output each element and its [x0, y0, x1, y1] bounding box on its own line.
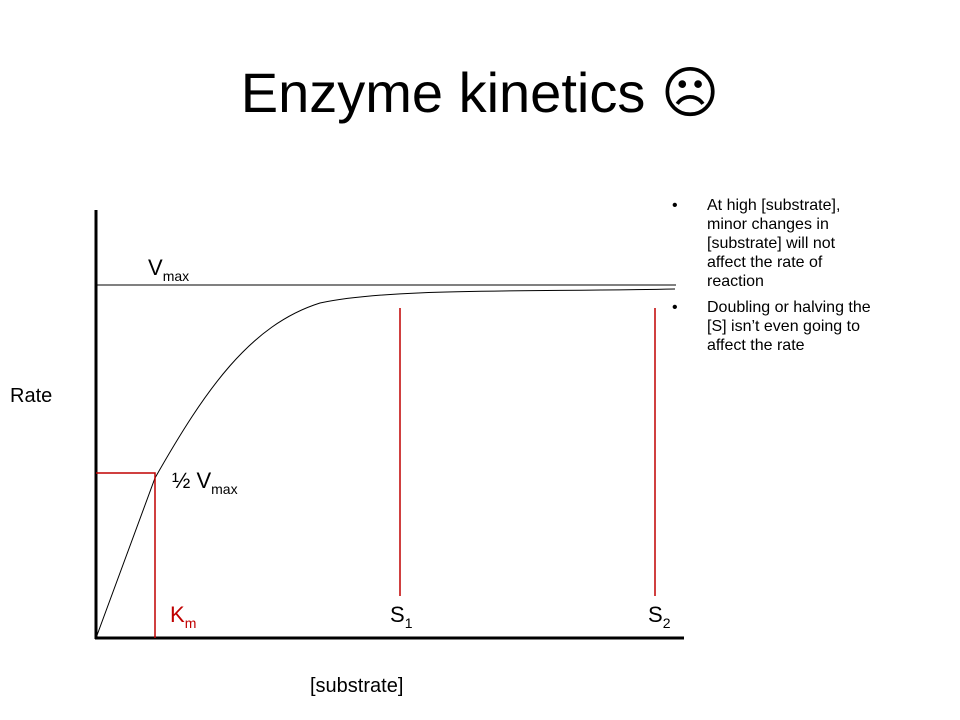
- title: Enzyme kinetics ☹: [241, 61, 720, 124]
- label-base: S: [648, 602, 663, 627]
- label-sub: max: [211, 481, 237, 497]
- s2-label: S2: [648, 602, 671, 631]
- label-sub: m: [185, 615, 197, 631]
- bullet: At high [substrate], minor changes in [s…: [672, 196, 872, 291]
- y-axis-label: Rate: [10, 385, 52, 407]
- label-base: K: [170, 602, 185, 627]
- label-base: V: [148, 255, 163, 280]
- label-base: S: [390, 602, 405, 627]
- half-vmax-label: ½ Vmax: [172, 468, 238, 497]
- label-base: ½ V: [172, 468, 211, 493]
- label-sub: max: [163, 268, 189, 284]
- rate-curve: [95, 288, 676, 639]
- label-sub: 2: [663, 615, 671, 631]
- bullet-list: At high [substrate], minor changes in [s…: [672, 196, 872, 362]
- half-vmax-guide: [96, 472, 156, 638]
- km-label: Km: [170, 602, 196, 631]
- bullet: Doubling or halving the [S] isn’t even g…: [672, 298, 872, 355]
- x-axis-label: [substrate]: [310, 675, 403, 697]
- s1-label: S1: [390, 602, 413, 631]
- vmax-label: Vmax: [148, 255, 189, 284]
- label-sub: 1: [405, 615, 413, 631]
